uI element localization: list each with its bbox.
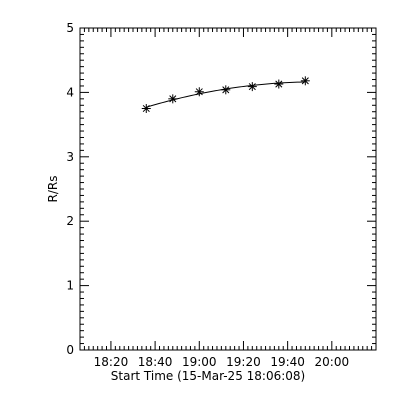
y-tick-label: 1 xyxy=(66,279,74,293)
x-tick-labels: 18:20 18:40 19:00 19:20 19:40 20:00 xyxy=(94,355,349,369)
asterisk-stroke xyxy=(222,86,230,94)
asterisk-stroke xyxy=(142,104,150,113)
y-tick-label: 3 xyxy=(66,150,74,164)
data-point-marker xyxy=(221,85,231,95)
data-point-marker xyxy=(274,79,284,89)
data-point-marker xyxy=(247,82,257,92)
y-axis-label: R/Rs xyxy=(46,176,60,203)
y-tick-label: 5 xyxy=(66,21,74,35)
asterisk-stroke xyxy=(275,80,283,88)
asterisk-stroke xyxy=(301,77,309,85)
y-tick-label: 4 xyxy=(66,85,74,99)
y-tick-label: 0 xyxy=(66,343,74,357)
plot-frame-group xyxy=(79,27,377,351)
data-point-marker xyxy=(300,76,310,86)
x-tick-label: 19:40 xyxy=(270,355,305,369)
asterisk-stroke xyxy=(195,88,203,96)
x-tick-label: 19:20 xyxy=(226,355,261,369)
x-tick-label: 20:00 xyxy=(315,355,350,369)
data-point-marker xyxy=(141,104,151,113)
x-tick-label: 19:00 xyxy=(182,355,217,369)
data-point-marker xyxy=(194,87,204,97)
data-point-marker xyxy=(168,94,178,104)
x-tick-label: 18:40 xyxy=(138,355,173,369)
x-axis-label: Start Time (15-Mar-25 18:06:08) xyxy=(111,369,305,383)
minor-ticks xyxy=(79,28,377,350)
asterisk-stroke xyxy=(169,95,177,103)
major-ticks xyxy=(80,27,376,351)
asterisk-stroke xyxy=(248,83,256,91)
series-group xyxy=(141,76,310,113)
y-tick-labels: 0 1 2 3 4 5 xyxy=(66,21,74,357)
plot-frame xyxy=(79,27,377,351)
y-tick-label: 2 xyxy=(66,214,74,228)
x-tick-label: 18:20 xyxy=(94,355,129,369)
